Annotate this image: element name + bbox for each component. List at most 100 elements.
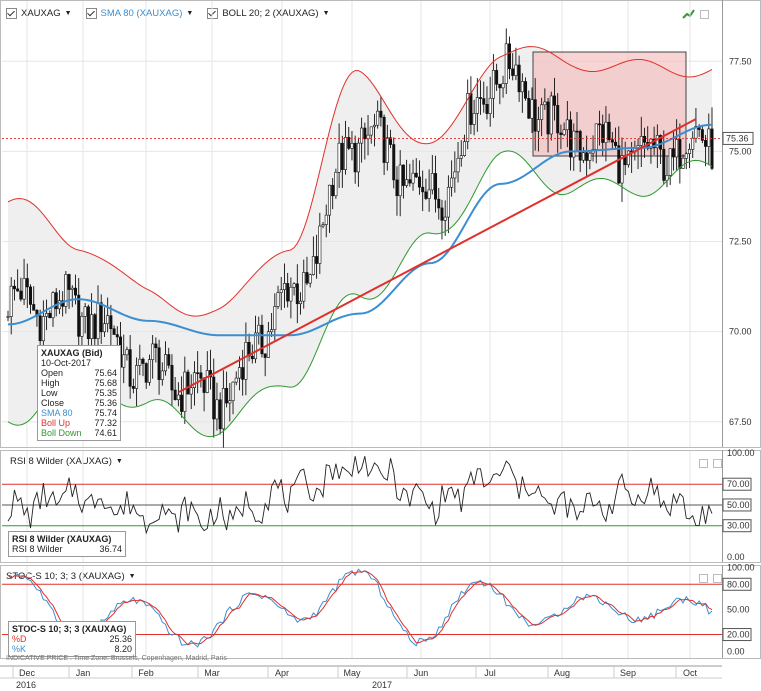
candle-body [286,283,290,302]
candle-body [45,312,49,317]
candle-body [80,316,84,337]
candle-body [340,142,344,170]
maximize-icon[interactable] [713,459,722,468]
candle-body [70,287,74,290]
minimize-icon[interactable] [699,459,708,468]
dropdown-arrow-icon[interactable]: ▼ [128,573,136,580]
candle-body [604,121,608,143]
candle-body [279,289,283,293]
candle-body [192,372,196,388]
checkbox-icon[interactable] [207,7,219,19]
candle-body [205,370,209,393]
legend-row: Close 75.36 [41,398,117,408]
y-tick-label: 75.00 [729,146,752,156]
candle-body [610,139,614,143]
candle-body [311,256,315,275]
candle-body [16,288,20,292]
candle-body [601,124,605,143]
trend-up-icon[interactable] [682,9,695,19]
candle-body [131,386,135,389]
rsi-tick-badge [722,477,752,491]
candle-body [48,312,52,319]
candle-body [154,343,158,349]
candle-body [289,286,293,302]
candle-body [530,99,534,119]
rsi-y-tick-label: 0.00 [727,552,745,562]
candle-body [652,138,656,149]
candle-body [585,152,589,161]
candle-body [655,135,659,149]
candle-body [501,83,505,89]
checkbox-icon[interactable] [85,7,97,19]
candle-body [147,359,151,383]
candle-body [106,315,110,324]
checkbox-icon[interactable] [6,7,17,19]
candle-body [218,399,222,430]
candle-body [360,127,364,144]
stoc-legend-title: STOC-S 10; 3; 3 (XAUXAG) [12,624,127,634]
sma-toggle[interactable]: SMA 80 (XAUXAG) ▼ [85,7,194,19]
maximize-icon[interactable] [700,10,709,19]
candle-body [517,64,521,93]
price-legend: XAUXAG (Bid) 10-Oct-2017 Open 75.64 High 75… [37,345,121,441]
candle-body [520,81,524,93]
sma-line [7,123,713,337]
instrument-label: XAUXAG [21,7,61,19]
candle-body [170,365,174,391]
legend-row-value: 75.68 [94,378,117,388]
minimize-icon[interactable] [699,574,708,583]
candle-body [38,315,42,342]
candle-body [180,394,184,412]
x-year-label: 2017 [372,680,392,690]
legend-row-value: 75.64 [94,368,117,378]
legend-rows: Open 75.64 High 75.68 Low 75.35 Close 75.36 SMA … [41,368,117,438]
x-year-label: 2016 [16,680,36,690]
candle-body [128,349,132,387]
rsi-line [7,456,713,535]
stoc-pane-title[interactable]: STOC-S 10; 3; 3 (XAUXAG) ▼ [6,571,136,582]
candle-body [607,121,611,141]
candle-body [324,214,328,225]
candle-body [74,287,78,296]
x-month-label: Apr [275,668,289,678]
dropdown-arrow-icon[interactable]: ▼ [115,458,123,465]
dropdown-arrow-icon[interactable]: ▼ [322,9,330,17]
candle-body [427,189,431,199]
candle-body [536,119,540,132]
candle-body [376,110,380,126]
dropdown-arrow-icon[interactable]: ▼ [64,9,72,17]
candle-body [96,302,100,339]
candle-body [353,142,357,173]
candle-body [164,354,168,372]
maximize-icon[interactable] [713,574,722,583]
candle-body [572,130,576,158]
candle-body [292,283,296,288]
candle-body [231,381,235,401]
stoc-pd-value: 25.36 [109,634,132,644]
boll-toggle[interactable]: BOLL 20; 2 (XAUXAG) ▼ [207,7,330,19]
candle-body [344,137,348,170]
rsi-y-tick-label: 50.00 [727,500,750,510]
candle-body [144,363,148,383]
candle-body [552,95,556,106]
candle-body [594,123,598,150]
candle-body [581,152,585,161]
candle-body [417,176,421,188]
candle-body [614,141,618,146]
candle-body [270,329,274,333]
rsi-pane-title[interactable]: RSI 8 Wilder (XAUXAG) ▼ [6,456,123,467]
candle-body [479,97,483,99]
rsi-legend-label: RSI 8 Wilder [12,544,63,554]
candle-body [189,387,193,395]
candle-body [183,371,187,412]
candle-body [707,128,711,147]
candle-body [495,70,499,85]
dropdown-arrow-icon[interactable]: ▼ [186,9,194,17]
candle-body [176,394,180,401]
instrument-toggle[interactable]: XAUXAG ▼ [6,7,72,19]
candle-body [681,157,685,169]
candle-body [671,148,675,158]
rsi-y-tick-label: 70.00 [727,479,750,489]
stoc-y-tick-label: 100.00 [727,563,755,573]
boll-up-line [7,46,713,317]
